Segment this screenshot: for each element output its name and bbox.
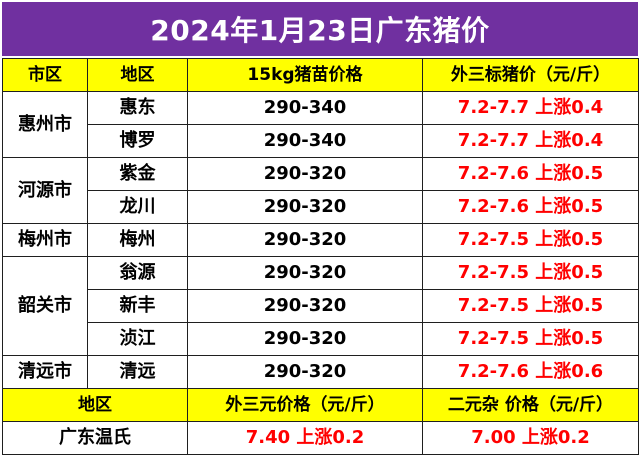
header-row: 市区 地区 15kg猪苗价格 外三标猪价（元/斤） [2,58,639,92]
city-cell: 梅州市 [2,223,88,257]
footer-area-cell: 广东温氏 [2,421,188,455]
page-title: 2024年1月23日广东猪价 [2,2,638,56]
piglet-price-cell: 290-340 [187,124,423,158]
piglet-price-cell: 290-320 [187,322,423,356]
footer-header-binary: 二元杂 价格（元/斤） [422,388,639,422]
area-cell: 博罗 [87,124,188,158]
price-table: 市区 地区 15kg猪苗价格 外三标猪价（元/斤） 惠州市 惠东 290-340… [2,58,639,455]
table-row: 浈江 290-320 7.2-7.5 上涨0.5 [3,322,639,356]
city-cell: 河源市 [2,157,88,224]
header-city: 市区 [2,58,88,92]
area-cell: 龙川 [87,190,188,224]
piglet-price-cell: 290-320 [187,223,423,257]
area-cell: 清远 [87,355,188,389]
outer-price-cell: 7.2-7.7 上涨0.4 [422,124,639,158]
table-row: 清远市 清远 290-320 7.2-7.6 上涨0.6 [2,355,639,389]
piglet-price-cell: 290-320 [187,157,423,191]
footer-binary-cell: 7.00 上涨0.2 [422,421,639,455]
area-cell: 惠东 [87,91,188,125]
footer-header-area: 地区 [2,388,188,422]
area-cell: 新丰 [87,289,188,323]
outer-price-cell: 7.2-7.7 上涨0.4 [422,91,639,125]
table-row: 梅州市 梅州 290-320 7.2-7.5 上涨0.5 [2,223,639,257]
piglet-price-cell: 290-320 [187,289,423,323]
footer-header-outer3: 外三元价格（元/斤） [187,388,423,422]
area-cell: 梅州 [87,223,188,257]
outer-price-cell: 7.2-7.6 上涨0.6 [422,355,639,389]
footer-outer3-cell: 7.40 上涨0.2 [187,421,423,455]
footer-header-row: 地区 外三元价格（元/斤） 二元杂 价格（元/斤） [2,388,639,422]
table-row: 龙川 290-320 7.2-7.6 上涨0.5 [3,190,639,224]
piglet-price-cell: 290-320 [187,256,423,290]
area-cell: 翁源 [87,256,188,290]
piglet-price-cell: 290-320 [187,355,423,389]
city-cell: 韶关市 [2,256,88,356]
header-outer-price: 外三标猪价（元/斤） [422,58,639,92]
outer-price-cell: 7.2-7.6 上涨0.5 [422,190,639,224]
header-area: 地区 [87,58,188,92]
area-cell: 紫金 [87,157,188,191]
table-row: 博罗 290-340 7.2-7.7 上涨0.4 [3,124,639,158]
table-row: 韶关市 翁源 290-320 7.2-7.5 上涨0.5 [2,256,639,356]
table-row: 新丰 290-320 7.2-7.5 上涨0.5 [3,289,639,323]
piglet-price-cell: 290-320 [187,190,423,224]
outer-price-cell: 7.2-7.5 上涨0.5 [422,322,639,356]
outer-price-cell: 7.2-7.5 上涨0.5 [422,256,639,290]
table-row: 惠州市 惠东 290-340 7.2-7.7 上涨0.4 [2,91,639,158]
outer-price-cell: 7.2-7.5 上涨0.5 [422,223,639,257]
outer-price-cell: 7.2-7.5 上涨0.5 [422,289,639,323]
table-row: 河源市 紫金 290-320 7.2-7.6 上涨0.5 [2,157,639,224]
piglet-price-cell: 290-340 [187,91,423,125]
city-cell: 惠州市 [2,91,88,158]
header-piglet-price: 15kg猪苗价格 [187,58,423,92]
city-cell: 清远市 [2,355,88,389]
area-cell: 浈江 [87,322,188,356]
outer-price-cell: 7.2-7.6 上涨0.5 [422,157,639,191]
footer-row: 广东温氏 7.40 上涨0.2 7.00 上涨0.2 [2,421,639,455]
